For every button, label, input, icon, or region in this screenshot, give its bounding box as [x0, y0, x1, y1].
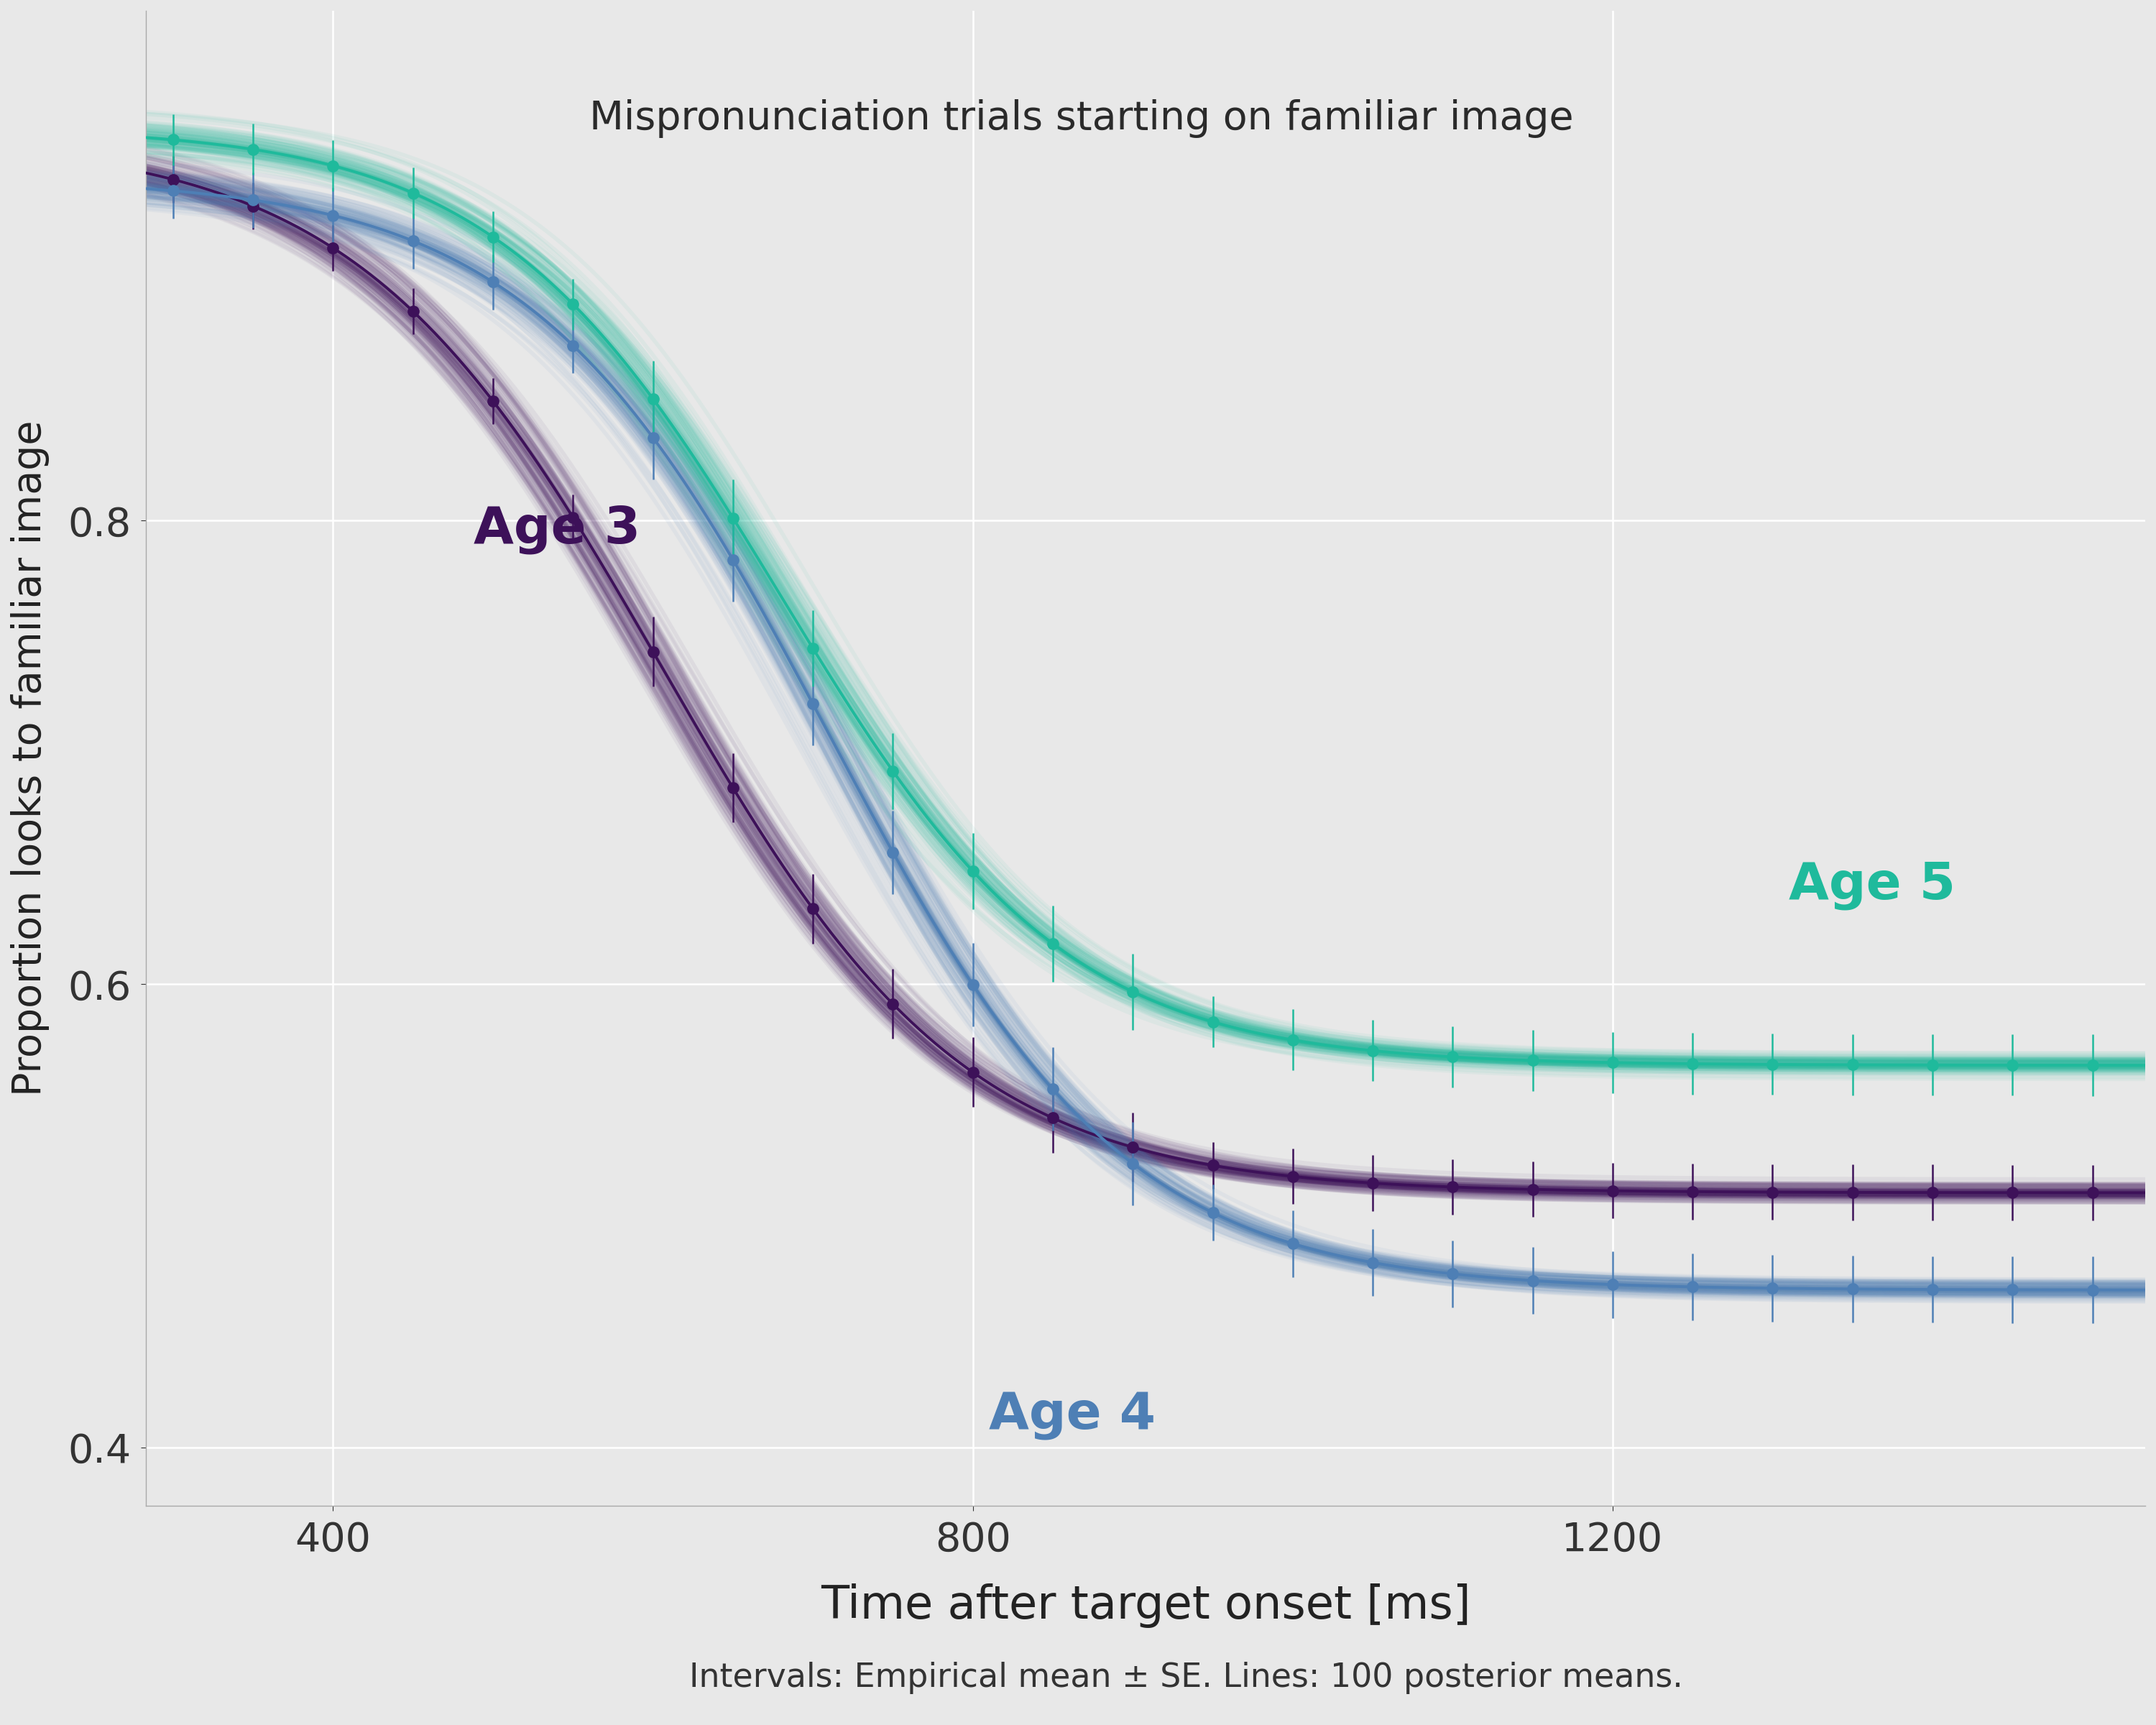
Text: Age 5: Age 5 [1789, 861, 1955, 909]
X-axis label: Time after target onset [ms]: Time after target onset [ms] [821, 1584, 1470, 1628]
Text: Intervals: Empirical mean ± SE. Lines: 100 posterior means.: Intervals: Empirical mean ± SE. Lines: 1… [690, 1661, 1682, 1694]
Y-axis label: Proportion looks to familiar image: Proportion looks to familiar image [11, 421, 50, 1095]
Text: Age 4: Age 4 [990, 1390, 1156, 1440]
Text: Mispronunciation trials starting on familiar image: Mispronunciation trials starting on fami… [589, 98, 1574, 138]
Text: Age 3: Age 3 [474, 505, 640, 555]
